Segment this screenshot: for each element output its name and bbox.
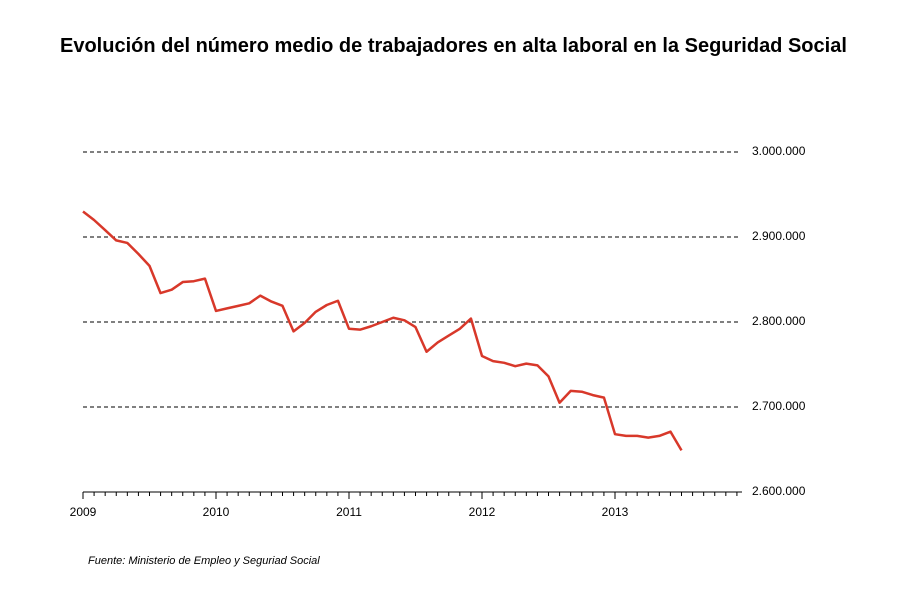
y-tick-label: 3.000.000 (752, 144, 806, 158)
y-tick-label: 2.900.000 (752, 229, 806, 243)
x-tick-label: 2013 (602, 505, 629, 519)
chart-title: Evolución del número medio de trabajador… (60, 35, 847, 57)
x-tick-label: 2010 (203, 505, 230, 519)
y-tick-label: 2.800.000 (752, 314, 806, 328)
x-tick-label: 2009 (70, 505, 97, 519)
data-line (82, 210, 683, 451)
x-tick-label: 2012 (469, 505, 496, 519)
source-note: Fuente: Ministerio de Empleo y Seguriad … (88, 555, 320, 567)
y-tick-label: 2.600.000 (752, 484, 806, 498)
x-tick-label: 2011 (336, 505, 362, 519)
y-tick-label: 2.700.000 (752, 399, 806, 413)
